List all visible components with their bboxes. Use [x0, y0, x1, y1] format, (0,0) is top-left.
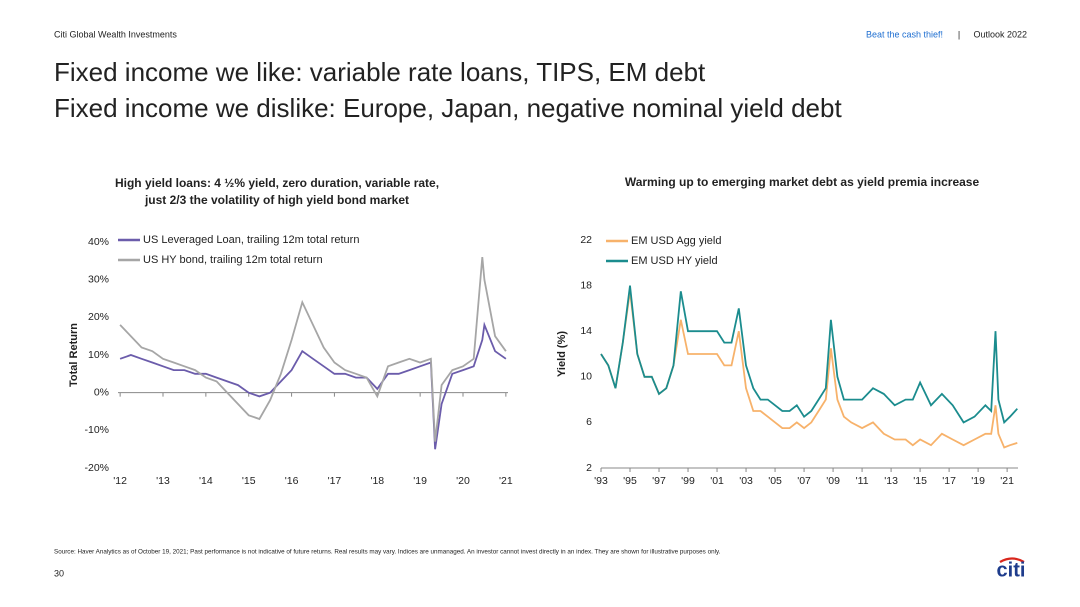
x-tick-label: '99 [681, 475, 695, 487]
y-tick-label: 2 [586, 462, 592, 474]
legend-label: US HY bond, trailing 12m total return [143, 254, 323, 266]
chart-title: High yield loans: 4 ½% yield, zero durat… [115, 176, 439, 190]
x-tick-label: '18 [370, 475, 384, 487]
y-tick-label: 40% [88, 236, 109, 248]
series-line [119, 257, 507, 442]
x-tick-label: '14 [199, 475, 213, 487]
y-tick-label: 0% [94, 386, 109, 398]
series-line [600, 285, 1018, 425]
x-tick-label: '13 [884, 475, 898, 487]
y-tick-label: 6 [586, 416, 592, 428]
separator: | [958, 29, 960, 39]
x-tick-label: '09 [826, 475, 840, 487]
series-line [119, 321, 507, 450]
x-tick-label: '13 [156, 475, 170, 487]
y-tick-label: 30% [88, 273, 109, 285]
report-name: Outlook 2022 [973, 29, 1027, 39]
x-tick-label: '05 [768, 475, 782, 487]
x-tick-label: '15 [913, 475, 927, 487]
slide-title: Fixed income we dislike: Europe, Japan, … [54, 93, 842, 123]
y-tick-label: 10% [88, 349, 109, 361]
x-tick-label: '15 [242, 475, 256, 487]
series-line [600, 291, 1018, 449]
y-tick-label: 10 [580, 371, 592, 383]
legend-label: EM USD Agg yield [631, 235, 721, 247]
x-tick-label: '95 [623, 475, 637, 487]
logo: citi [997, 559, 1026, 581]
x-tick-label: '19 [971, 475, 985, 487]
x-tick-label: '12 [113, 475, 127, 487]
x-tick-label: '16 [285, 475, 299, 487]
logo-arc [999, 557, 1025, 563]
brand: Citi Global Wealth Investments [54, 29, 177, 39]
x-tick-label: '97 [652, 475, 666, 487]
x-tick-label: '21 [1000, 475, 1014, 487]
legend-label: US Leveraged Loan, trailing 12m total re… [143, 234, 359, 246]
chart-title: Warming up to emerging market debt as yi… [625, 175, 980, 189]
chart-title: just 2/3 the volatility of high yield bo… [144, 193, 409, 207]
x-tick-label: '93 [594, 475, 608, 487]
y-tick-label: -10% [84, 424, 109, 436]
x-tick-label: '11 [856, 475, 869, 487]
y-axis-title: Total Return [68, 323, 80, 387]
y-tick-label: -20% [84, 462, 109, 474]
x-tick-label: '17 [328, 475, 342, 487]
y-tick-label: 20% [88, 311, 109, 323]
legend-label: EM USD HY yield [631, 255, 718, 267]
slide-title: Fixed income we like: variable rate loan… [54, 57, 706, 87]
link[interactable]: Beat the cash thief! [866, 29, 943, 39]
x-tick-label: '17 [942, 475, 956, 487]
source-note: Source: Haver Analytics as of October 19… [54, 549, 721, 556]
y-tick-label: 14 [580, 325, 592, 337]
x-tick-label: '03 [739, 475, 753, 487]
y-tick-label: 18 [580, 279, 592, 291]
x-tick-label: '01 [710, 475, 724, 487]
x-tick-label: '07 [797, 475, 811, 487]
x-tick-label: '20 [456, 475, 470, 487]
y-tick-label: 22 [580, 234, 592, 246]
x-tick-label: '21 [499, 475, 513, 487]
y-axis-title: Yield (%) [556, 331, 568, 377]
x-tick-label: '19 [413, 475, 427, 487]
page-number: 30 [54, 568, 64, 578]
